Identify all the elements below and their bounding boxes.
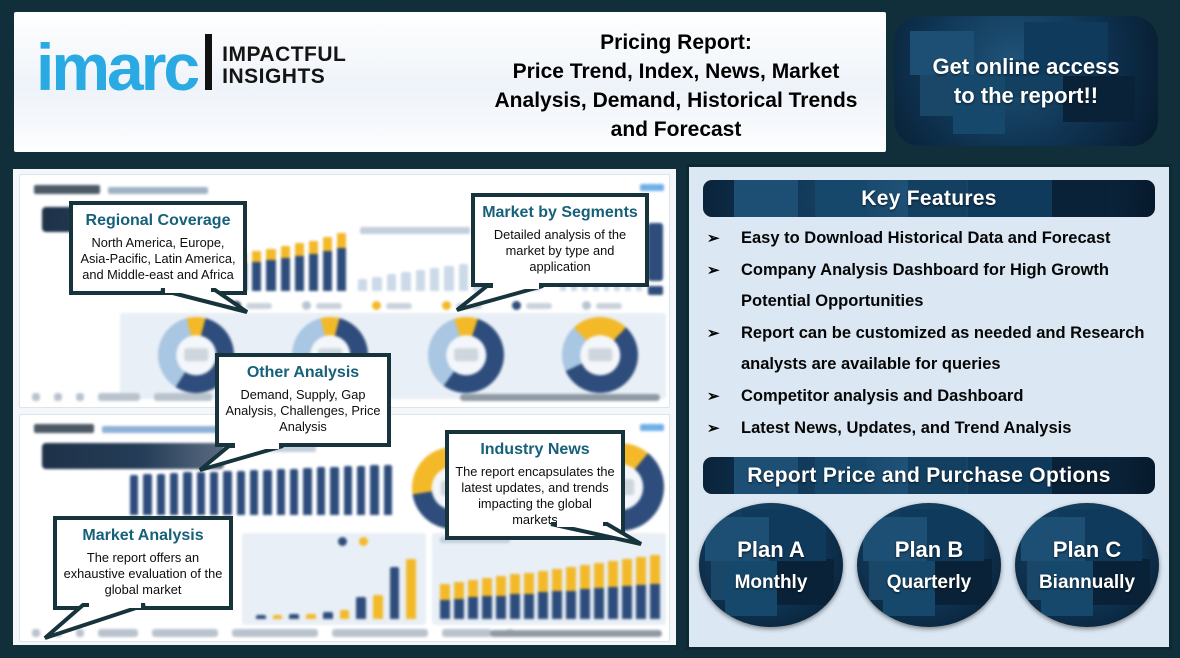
highlight-bar <box>648 223 663 281</box>
bullet-arrow-icon: ➢ <box>707 420 720 437</box>
feature-item: ➢ Latest News, Updates, and Trend Analysi… <box>707 413 1157 444</box>
get-access-button[interactable]: Get online access to the report!! <box>894 16 1158 146</box>
bullet-arrow-icon: ➢ <box>707 388 720 405</box>
bullet-arrow-icon: ➢ <box>707 262 720 279</box>
header-panel: imarc IMPACTFUL INSIGHTS Pricing Report:… <box>14 12 886 152</box>
logo-wordmark: imarc <box>36 30 200 105</box>
logo-divider <box>205 34 213 90</box>
purchase-options-header: Report Price and Purchase Options <box>703 457 1155 494</box>
callout-body: The report offers an exhaustive evaluati… <box>63 550 223 597</box>
callout-body: Detailed analysis of the market by type … <box>493 227 627 274</box>
bar-chart-stacked <box>440 549 660 619</box>
imarc-logo: imarc IMPACTFUL INSIGHTS <box>36 30 347 105</box>
callout-tail <box>198 443 284 472</box>
callout-title: Regional Coverage <box>85 212 231 229</box>
bar-chart-growth-pairs <box>256 547 417 619</box>
key-features-list: ➢ Easy to Download Historical Data and Fo… <box>707 223 1157 445</box>
callout-title: Market Analysis <box>82 527 204 544</box>
callout-body: North America, Europe, Asia-Pacific, Lat… <box>80 235 236 282</box>
dashboard-preview-panel: Regional Coverage North America, Europe,… <box>8 164 681 650</box>
feature-item: ➢ Company Analysis Dashboard for High Gro… <box>707 255 1157 317</box>
donut-chart-4 <box>562 317 638 393</box>
key-features-header: Key Features <box>703 180 1155 217</box>
plan-period: Quarterly <box>886 571 972 593</box>
plan-b-button[interactable]: Plan B Quarterly <box>857 503 1001 627</box>
plan-period: Monthly <box>734 571 808 593</box>
report-title: Pricing Report: Price Trend, Index, News… <box>476 28 876 144</box>
callout-body: The report encapsulates the latest updat… <box>455 464 615 527</box>
report-title-line1: Pricing Report: <box>600 31 752 54</box>
callout-tail <box>43 602 146 640</box>
callout-title: Industry News <box>480 441 590 458</box>
report-title-rest: Price Trend, Index, News, Market Analysi… <box>494 60 858 141</box>
donut-chart-3 <box>428 317 504 393</box>
logo-tagline: IMPACTFUL INSIGHTS <box>222 42 347 88</box>
callout-tail <box>455 283 544 312</box>
bullet-arrow-icon: ➢ <box>707 325 720 342</box>
callout-regional-coverage: Regional Coverage North America, Europe,… <box>69 201 247 295</box>
highlight-dot <box>648 286 663 295</box>
callout-body: Demand, Supply, Gap Analysis, Challenges… <box>225 387 381 434</box>
plans-row: Plan A Monthly Plan B Quarterly Plan C B… <box>699 503 1159 627</box>
bar-chart-trend <box>130 459 392 515</box>
plan-name: Plan C <box>1052 536 1122 562</box>
callout-tail <box>550 521 643 546</box>
info-panel: Key Features ➢ Easy to Download Historica… <box>686 164 1172 650</box>
plan-name: Plan B <box>894 536 964 562</box>
bullet-arrow-icon: ➢ <box>707 230 720 247</box>
plan-name: Plan A <box>737 536 805 562</box>
callout-industry-news: Industry News The report encapsulates th… <box>445 430 625 540</box>
plan-a-button[interactable]: Plan A Monthly <box>699 503 843 627</box>
callout-tail <box>160 287 249 314</box>
feature-item: ➢ Easy to Download Historical Data and Fo… <box>707 223 1157 254</box>
callout-title: Market by Segments <box>482 204 638 221</box>
plan-period: Biannually <box>1038 571 1136 593</box>
legend-row <box>232 301 622 310</box>
callout-market-by-segments: Market by Segments Detailed analysis of … <box>471 193 649 287</box>
callout-other-analysis: Other Analysis Demand, Supply, Gap Analy… <box>215 353 391 447</box>
plan-c-button[interactable]: Plan C Biannually <box>1015 503 1159 627</box>
feature-item: ➢ Competitor analysis and Dashboard <box>707 381 1157 412</box>
callout-market-analysis: Market Analysis The report offers an exh… <box>53 516 233 610</box>
feature-item: ➢ Report can be customized as needed and … <box>707 318 1157 380</box>
callout-title: Other Analysis <box>246 364 360 381</box>
